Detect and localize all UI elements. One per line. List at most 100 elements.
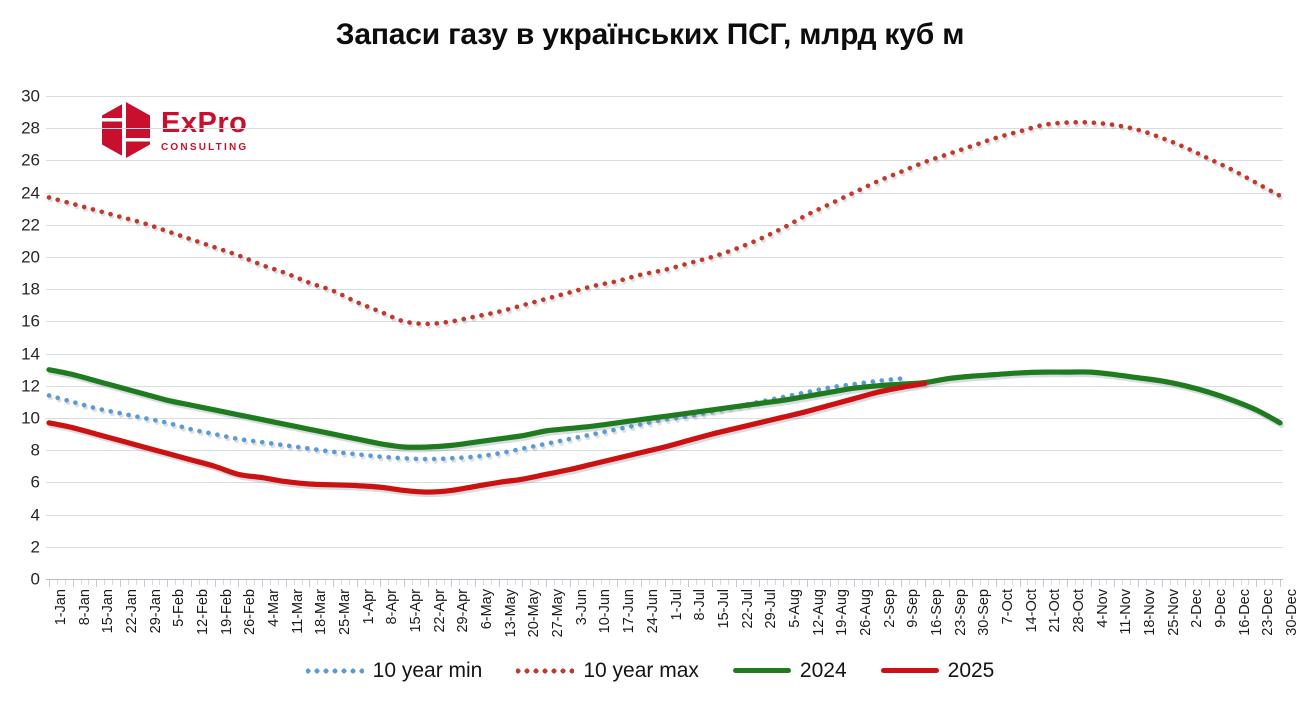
x-axis-tick-label: 9-Dec <box>1212 589 1229 628</box>
x-axis-tick-label: 20-May <box>526 589 543 638</box>
x-axis-tick-label: 15-Jan <box>100 589 117 634</box>
legend-swatch-2024 <box>732 668 791 673</box>
legend-item[interactable]: 10 year min <box>305 660 482 681</box>
legend-swatch-10-year-min <box>305 667 364 674</box>
x-axis-tick-label: 26-Aug <box>857 589 874 636</box>
x-axis-tick-label: 5-Aug <box>786 589 803 628</box>
hexagon-shield-icon <box>100 101 152 159</box>
x-axis-minor-tick <box>1051 580 1053 585</box>
x-axis-tick <box>1019 580 1021 587</box>
y-axis-tick-label: 10 <box>21 408 40 428</box>
x-axis-minor-tick <box>814 580 816 585</box>
x-axis-minor-tick <box>601 580 603 585</box>
x-axis-minor-tick <box>822 580 824 585</box>
x-axis-minor-tick <box>127 580 129 585</box>
x-axis-minor-tick <box>269 580 271 585</box>
x-axis-minor-tick <box>988 580 990 585</box>
gridline <box>46 257 1283 258</box>
x-axis-tick <box>806 580 808 587</box>
x-axis-tick-label: 27-May <box>550 589 567 638</box>
x-axis-minor-tick <box>554 580 556 585</box>
x-axis-minor-tick <box>909 580 911 585</box>
y-axis-tick-label: 24 <box>21 183 40 203</box>
x-axis-tick <box>96 580 98 587</box>
gridline <box>46 192 1283 194</box>
x-axis-minor-tick <box>151 580 153 585</box>
x-axis-minor-tick <box>940 580 942 585</box>
x-axis-tick-label: 21-Oct <box>1047 589 1064 633</box>
x-axis-tick-label: 12-Aug <box>810 589 827 636</box>
legend-item[interactable]: 10 year max <box>516 660 699 681</box>
legend-label: 2024 <box>799 659 847 682</box>
x-axis-tick <box>1137 580 1139 587</box>
x-axis-minor-tick <box>845 580 847 585</box>
gridline <box>46 546 1283 548</box>
x-axis-minor-tick <box>956 580 958 585</box>
x-axis-tick-label: 25-Nov <box>1165 589 1182 636</box>
x-axis-tick <box>546 580 548 587</box>
x-axis-tick <box>522 580 524 587</box>
x-axis-tick <box>120 580 122 587</box>
y-axis-tick-label: 14 <box>21 344 40 364</box>
logo-wordmark: ExPro <box>161 107 248 139</box>
gridline <box>46 160 1283 162</box>
gridline <box>46 385 1283 387</box>
x-axis-minor-tick <box>767 580 769 585</box>
x-axis-line <box>46 579 1283 580</box>
legend-item[interactable]: 2024 <box>732 659 847 682</box>
x-axis-tick-label: 28-Oct <box>1070 589 1087 633</box>
x-axis-tick <box>995 580 997 587</box>
x-axis-tick-label: 15-Jul <box>715 589 732 629</box>
x-axis-minor-tick <box>80 580 82 585</box>
x-axis-tick-label: 18-Mar <box>313 589 330 635</box>
x-axis-tick <box>688 580 690 587</box>
x-axis-tick <box>1066 580 1068 587</box>
x-axis-minor-tick <box>483 580 484 585</box>
x-axis-minor-tick <box>1011 580 1013 585</box>
series-10-year-min <box>46 376 906 464</box>
x-axis-tick <box>380 580 382 587</box>
x-axis-tick <box>1208 580 1210 587</box>
x-axis-minor-tick <box>980 580 982 585</box>
expro-logo-mark <box>100 101 152 159</box>
y-axis-tick-label: 12 <box>21 376 40 396</box>
x-axis-tick-label: 29-Apr <box>455 589 472 633</box>
x-axis-minor-tick <box>680 580 682 585</box>
x-axis-tick <box>167 580 169 587</box>
x-axis-minor-tick <box>325 580 327 585</box>
x-axis-minor-tick <box>372 580 374 585</box>
x-axis-minor-tick <box>1003 580 1005 585</box>
x-axis-tick-label: 12-Feb <box>195 589 212 635</box>
x-axis-minor-tick <box>719 580 721 585</box>
x-axis-minor-tick <box>790 580 792 585</box>
x-axis-minor-tick <box>1272 580 1274 585</box>
legend-label: 2025 <box>947 659 995 682</box>
x-axis-tick <box>901 580 903 587</box>
legend-swatch-10-year-max <box>516 667 575 674</box>
x-axis-tick <box>191 580 193 587</box>
x-axis-tick-label: 2-Dec <box>1189 589 1206 628</box>
gridline <box>46 224 1283 226</box>
x-axis-minor-tick <box>577 580 579 585</box>
x-axis-minor-tick <box>159 580 161 585</box>
y-axis-tick-label: 22 <box>21 215 40 235</box>
x-axis-tick <box>356 580 358 587</box>
x-axis-tick <box>262 580 264 587</box>
x-axis-tick-label: 19-Aug <box>834 589 851 636</box>
x-axis-tick-label: 30-Dec <box>1284 589 1300 636</box>
x-axis-minor-tick <box>64 580 66 585</box>
x-axis-minor-tick <box>1098 580 1100 585</box>
expro-logo-text: ExPro CONSULTING <box>161 107 248 153</box>
x-axis-minor-tick <box>1106 580 1108 585</box>
x-axis-minor-tick <box>254 580 256 585</box>
legend-item[interactable]: 2025 <box>880 659 995 682</box>
x-axis-minor-tick <box>893 580 895 585</box>
x-axis-tick-label: 13-May <box>502 589 519 638</box>
x-axis-minor-tick <box>743 580 745 585</box>
x-axis-minor-tick <box>538 580 540 585</box>
x-axis-tick <box>877 580 879 587</box>
x-axis-tick <box>782 580 784 587</box>
y-axis-tick-label: 20 <box>21 247 40 267</box>
x-axis-minor-tick <box>1193 580 1195 585</box>
x-axis-minor-tick <box>514 580 516 585</box>
